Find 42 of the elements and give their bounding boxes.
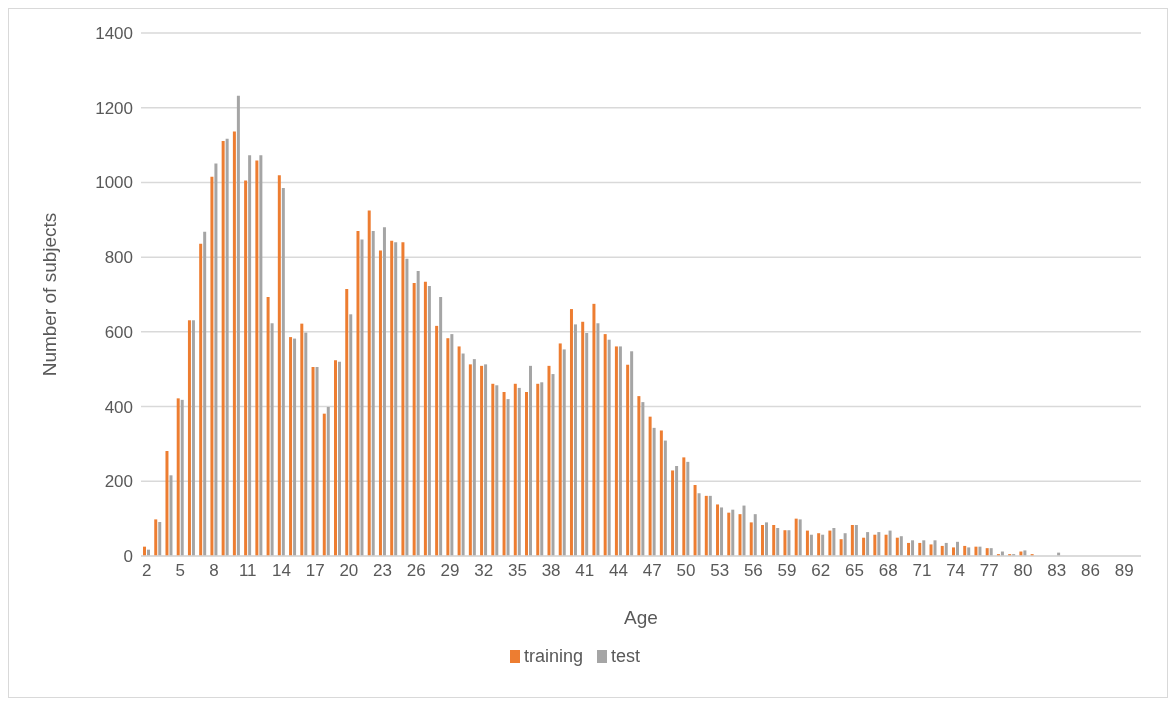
- x-tick-label: 50: [676, 561, 696, 581]
- x-tick-label: 71: [912, 561, 932, 581]
- x-tick-label: 47: [642, 561, 662, 581]
- x-axis-title: Age: [624, 607, 658, 628]
- legend-label: training: [522, 646, 584, 667]
- y-tick-label: 1200: [95, 98, 133, 118]
- x-tick-label: 53: [710, 561, 730, 581]
- x-tick-label: 38: [541, 561, 561, 581]
- x-tick-label: 68: [878, 561, 898, 581]
- x-tick-label: 14: [271, 561, 291, 581]
- x-tick-label: 2: [141, 561, 152, 581]
- x-tick-label: 89: [1114, 561, 1134, 581]
- y-tick-label: 200: [104, 472, 133, 492]
- y-tick-label: 800: [104, 248, 133, 268]
- x-tick-label: 41: [575, 561, 595, 581]
- x-tick-label: 62: [811, 561, 831, 581]
- x-tick-label: 86: [1080, 561, 1100, 581]
- x-tick-label: 56: [743, 561, 763, 581]
- x-tick-label: 17: [305, 561, 325, 581]
- y-axis-title: Number of subjects: [38, 212, 60, 377]
- y-tick-label: 1400: [95, 24, 133, 44]
- x-tick-label: 44: [609, 561, 628, 581]
- x-tick-label: 80: [1013, 561, 1033, 581]
- x-tick-label: 59: [777, 561, 797, 581]
- x-tick-label: 8: [209, 561, 219, 581]
- x-tick-label: 83: [1047, 561, 1067, 581]
- x-tick-label: 23: [373, 561, 393, 581]
- x-tick-label: 65: [845, 561, 864, 581]
- x-tick-label: 5: [175, 561, 186, 581]
- x-tick-label: 77: [979, 561, 999, 581]
- x-tick-label: 74: [946, 561, 966, 581]
- y-tick-label: 400: [104, 397, 133, 417]
- x-tick-label: 20: [339, 561, 359, 581]
- x-tick-label: 35: [507, 561, 527, 581]
- x-tick-label: 26: [406, 561, 426, 581]
- y-tick-label: 0: [123, 547, 133, 567]
- x-tick-label: 11: [238, 561, 257, 581]
- y-tick-label: 600: [104, 322, 133, 342]
- x-tick-label: 32: [474, 561, 494, 581]
- y-tick-label: 1000: [95, 173, 133, 193]
- x-tick-label: 29: [440, 561, 460, 581]
- legend-label: test: [610, 646, 641, 667]
